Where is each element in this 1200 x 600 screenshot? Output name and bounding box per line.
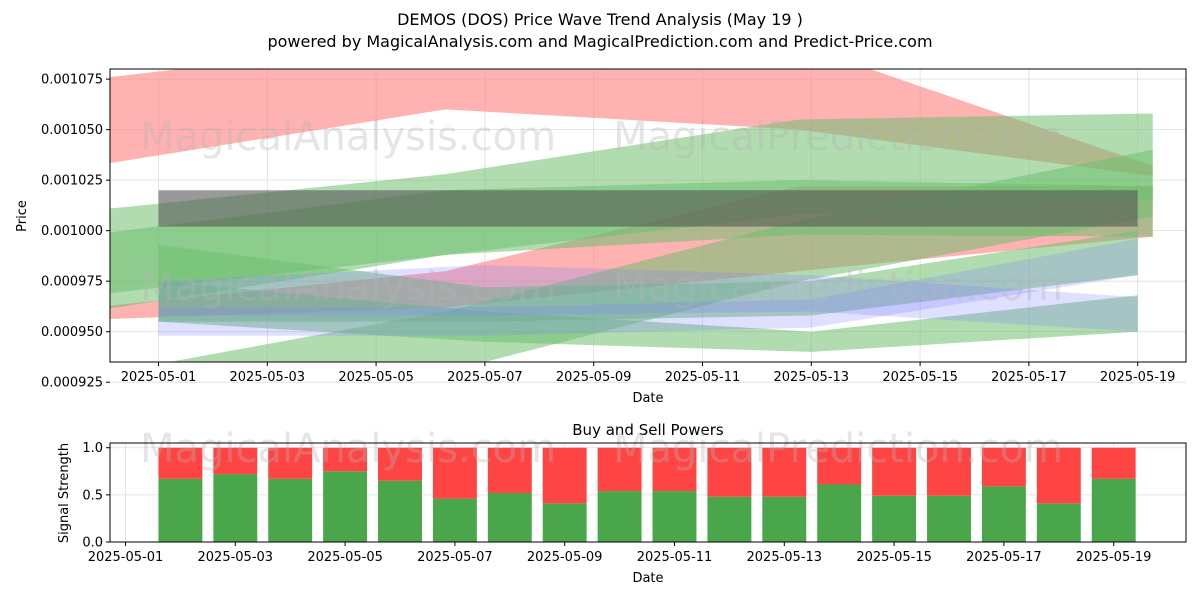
sell-bar [762,447,807,497]
sell-bar [487,447,532,493]
top-axes: 2025-05-01 2025-05-03 2025-05-05 2025-05-07… [41,73,1176,391]
trend-band-dark [158,190,1138,227]
watermark-analysis-bottom: MagicalAnalysis.com [140,426,556,472]
bottom-y-tick-label: 0.5 [82,488,103,503]
sell-bar [1091,447,1136,479]
bottom-x-tick-label: 2025-05-13 [747,550,823,565]
top-plot-frame [109,68,1187,363]
sell-bar [597,447,642,492]
top-y-tick-label: 0.000950 [41,325,103,340]
buy-bar [158,478,203,542]
bottom-watermarks: MagicalAnalysis.com MagicalPrediction.co… [140,426,1063,472]
buy-bar [707,496,752,542]
buy-bar [597,491,642,542]
sell-bar [707,447,752,497]
top-y-tick-label: 0.001075 [41,73,103,88]
buy-bar [1091,478,1136,542]
buy-bar [323,471,368,542]
buy-bar [378,480,422,542]
top-x-tick-label: 2025-05-13 [774,370,850,385]
top-x-tick-label: 2025-05-15 [882,370,958,385]
bottom-y-axis-label: Signal Strength [57,443,72,543]
buy-bar [487,492,532,542]
sell-bar [158,447,203,479]
top-y-axis-label: Price [15,200,30,232]
top-y-tick-label: 0.001025 [41,174,103,189]
buy-bar [817,484,862,542]
buy-bar [762,496,807,542]
sell-bar [268,447,313,479]
watermark-prediction-bottom: MagicalPrediction.com [613,426,1063,472]
bottom-x-tick-label: 2025-05-17 [966,550,1042,565]
top-y-tick-label: 0.001000 [41,224,103,239]
top-y-tick-label: 0.000975 [41,275,103,290]
bottom-x-tick-label: 2025-05-05 [307,550,383,565]
chart-subtitle: powered by MagicalAnalysis.com and Magic… [267,32,933,51]
top-x-tick-label: 2025-05-07 [447,370,523,385]
top-watermarks: MagicalAnalysis.com MagicalPrediction.co… [140,114,1063,310]
top-x-tick-label: 2025-05-03 [230,370,306,385]
buy-bar [542,503,587,542]
sell-bar [652,447,697,492]
bottom-chart-title: Buy and Sell Powers [572,421,724,439]
trend-band-green [158,281,1138,352]
trend-band-blue [158,265,1138,332]
top-y-tick-label: 0.000925 [41,376,103,391]
bottom-x-tick-label: 2025-05-11 [637,550,713,565]
bottom-plot-frame [109,442,1187,543]
sell-bar [213,447,258,475]
bottom-x-tick-label: 2025-05-09 [527,550,603,565]
bottom-x-tick-label: 2025-05-15 [856,550,932,565]
trend-band-red [110,69,1153,177]
sell-bar [378,447,422,481]
bottom-y-tick-label: 0.0 [82,536,103,551]
sell-bar [817,447,862,485]
sell-bar [981,447,1026,487]
watermark-prediction-top: MagicalPrediction.com [613,114,1063,160]
buy-bar [872,495,917,542]
bottom-axes: 2025-05-01 2025-05-03 2025-05-05 2025-05-07… [82,441,1151,565]
bottom-y-tick-label: 1.0 [82,441,103,456]
top-y-tick-label: 0.001050 [41,123,103,138]
sell-bar [542,447,587,504]
buy-bar [981,486,1026,542]
sell-bar [323,447,368,472]
top-x-tick-label: 2025-05-01 [121,370,197,385]
bottom-x-tick-label: 2025-05-01 [88,550,164,565]
watermark-analysis-mid: MagicalAnalysis.com [140,264,556,310]
buy-bar [927,495,971,542]
bottom-x-tick-label: 2025-05-03 [198,550,274,565]
top-x-tick-label: 2025-05-05 [338,370,414,385]
top-x-tick-label: 2025-05-19 [1100,370,1176,385]
sell-bar [432,447,477,499]
sell-bar [872,447,917,496]
top-x-tick-label: 2025-05-09 [556,370,632,385]
bottom-bars [158,447,1136,542]
trend-band-green [158,230,1138,322]
trend-band-blue [158,238,1138,336]
top-x-axis-label: Date [632,391,663,406]
bottom-x-tick-label: 2025-05-19 [1076,550,1152,565]
chart-title: DEMOS (DOS) Price Wave Trend Analysis (M… [397,10,803,29]
buy-bar [652,491,697,542]
watermark-analysis-top: MagicalAnalysis.com [140,114,556,160]
watermark-prediction-mid: MagicalPrediction.com [613,264,1063,310]
buy-bar [268,478,313,542]
top-x-tick-label: 2025-05-11 [665,370,741,385]
buy-bar [213,474,258,542]
bottom-x-tick-label: 2025-05-07 [417,550,493,565]
bottom-x-axis-label: Date [632,571,663,586]
buy-bar [432,498,477,542]
top-bands [110,69,1153,362]
sell-bar [927,447,971,496]
sell-bar [1036,447,1081,504]
top-x-tick-label: 2025-05-17 [991,370,1067,385]
buy-bar [1036,503,1081,542]
